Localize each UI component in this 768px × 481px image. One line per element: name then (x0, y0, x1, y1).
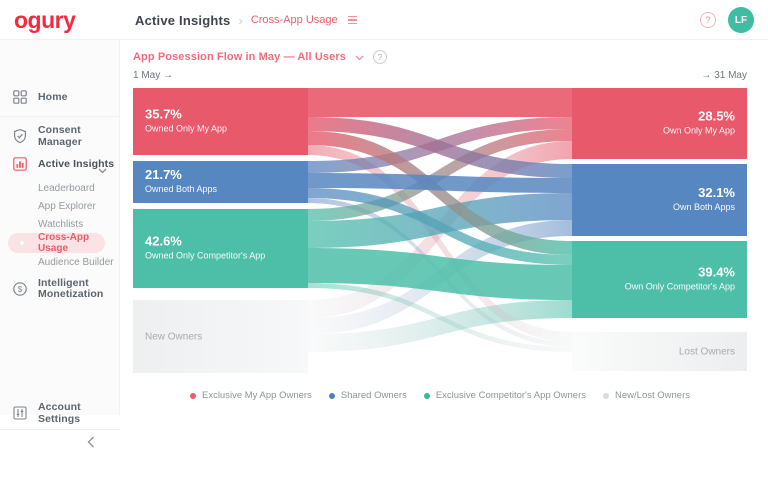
sankey-flow-owned-only-competitors-to-own-both-apps[interactable] (308, 193, 572, 248)
sidebar: Home Consent Manager Active Insights (0, 40, 120, 448)
shield-check-icon (12, 128, 28, 144)
sidebar-subitem-label: Watchlists (38, 218, 84, 230)
legend-label: Shared Owners (340, 390, 407, 401)
legend-dot-icon (423, 392, 430, 399)
legend-label: Exclusive Competitor's App Owners (435, 390, 587, 401)
sankey-node-l-teal[interactable] (133, 209, 308, 288)
sidebar-item-home[interactable]: Home (0, 87, 120, 107)
sankey-node-l-blue[interactable] (133, 161, 308, 203)
sankey-flow-owned-only-competitors-to-own-only-competitors[interactable] (308, 248, 572, 300)
svg-text:$: $ (18, 285, 23, 294)
sankey-node-r-blue[interactable] (572, 164, 747, 236)
sankey-flow-owned-both-apps-to-own-only-competitors[interactable] (308, 188, 572, 265)
sankey-node-r-lost[interactable] (572, 332, 747, 371)
sankey-flow-owned-only-competitors-to-lost-owners[interactable] (308, 283, 572, 352)
date-end-label: → 31 May (701, 70, 747, 81)
node-percentage: 42.6% (145, 234, 182, 249)
node-label: Own Both Apps (673, 202, 736, 212)
sidebar-item-cross-app-usage-active[interactable]: Cross-App Usage (8, 232, 105, 254)
chevron-down-icon[interactable] (98, 161, 107, 179)
node-percentage: 32.1% (698, 185, 735, 200)
chevron-down-icon[interactable] (355, 48, 364, 66)
node-label: Own Only Competitor's App (625, 282, 735, 292)
sidebar-item-watchlists[interactable]: Watchlists (38, 216, 83, 232)
sankey-flow-owned-only-my-app-to-own-only-competitors[interactable] (308, 131, 572, 255)
sidebar-item-consent-manager[interactable]: Consent Manager (0, 124, 120, 148)
sankey-flow-owned-both-apps-to-own-both-apps[interactable] (308, 173, 572, 193)
top-header: ogury Active Insights › Cross-App Usage … (0, 0, 768, 40)
home-grid-icon (12, 89, 28, 105)
sankey-node-l-red[interactable] (133, 88, 308, 155)
sidebar-subitem-label: Cross-App Usage (38, 232, 90, 254)
sidebar-item-label: Consent Manager (38, 124, 82, 148)
legend-dot-icon (189, 392, 196, 399)
dollar-circle-icon: $ (12, 281, 28, 297)
sidebar-item-label: Active Insights (38, 158, 115, 170)
sidebar-item-label: Home (38, 91, 68, 103)
chart-help-icon[interactable]: ? (372, 50, 387, 64)
ogury-logo[interactable]: ogury (14, 7, 76, 33)
legend-dot-icon (328, 392, 335, 399)
sidebar-item-label: Intelligent Monetization (38, 277, 104, 300)
legend-item[interactable]: Shared Owners (328, 390, 407, 401)
node-percentage: 35.7% (145, 107, 182, 122)
header-actions: ? LF (700, 0, 754, 40)
breadcrumb-separator-icon: › (238, 12, 243, 28)
sankey-flow-owned-only-my-app-to-lost-owners[interactable] (308, 145, 572, 342)
node-label: Owned Only Competitor's App (145, 251, 265, 261)
sankey-node-r-teal[interactable] (572, 241, 747, 318)
breadcrumb-current-page[interactable]: Cross-App Usage (250, 14, 338, 26)
bar-chart-icon (12, 156, 28, 172)
sidebar-item-app-explorer[interactable]: App Explorer (38, 198, 96, 214)
active-indicator-dot (20, 241, 24, 245)
node-label: Lost Owners (679, 347, 735, 358)
sankey-flow-owned-only-my-app-to-own-only-my-app[interactable] (308, 88, 572, 117)
collapse-sidebar-icon[interactable] (87, 435, 101, 449)
chart-legend: Exclusive My App Owners Shared Owners Excl… (133, 390, 747, 401)
sidebar-divider (0, 429, 120, 430)
node-label: Owned Only My App (145, 124, 227, 134)
sidebar-subitem-label: App Explorer (38, 200, 96, 212)
sidebar-item-intelligent-monetization[interactable]: $ Intelligent Monetization (0, 276, 120, 302)
legend-label: Exclusive My App Owners (201, 390, 312, 401)
node-percentage: 39.4% (698, 265, 735, 280)
breadcrumb: Active Insights › Cross-App Usage (135, 0, 357, 40)
legend-item[interactable]: New/Lost Owners (603, 390, 690, 401)
sidebar-item-audience-builder[interactable]: Audience Builder (38, 254, 114, 270)
sliders-icon (12, 405, 28, 421)
sidebar-item-label: Account Settings (38, 401, 81, 425)
breadcrumb-section[interactable]: Active Insights (135, 12, 231, 28)
chart-title-dropdown[interactable]: App Posession Flow in May — All Users (133, 51, 346, 63)
chart-header: App Posession Flow in May — All Users ? (133, 48, 387, 66)
sidebar-item-leaderboard[interactable]: Leaderboard (38, 180, 95, 196)
sankey-node-r-red[interactable] (572, 88, 747, 159)
node-label: Own Only My App (663, 126, 735, 136)
legend-label: New/Lost Owners (615, 390, 690, 401)
date-range-row: 1 May → → 31 May (133, 70, 747, 81)
sankey-flow-owned-only-competitors-to-own-only-my-app[interactable] (308, 129, 572, 221)
date-start-label: 1 May → (133, 70, 174, 81)
sankey-chart: 35.7% Owned Only My App 21.7% Owned Both Ap… (133, 88, 747, 373)
legend-item[interactable]: Exclusive Competitor's App Owners (423, 390, 587, 401)
node-percentage: 28.5% (698, 109, 735, 124)
sidebar-subitem-label: Leaderboard (38, 182, 95, 194)
legend-dot-icon (603, 392, 610, 399)
sankey-node-l-new[interactable] (133, 300, 308, 373)
page-menu-icon[interactable] (347, 15, 357, 25)
sidebar-item-account-settings[interactable]: Account Settings (0, 401, 120, 425)
sidebar-subitem-label: Audience Builder (38, 256, 114, 268)
avatar[interactable]: LF (728, 7, 754, 33)
node-label: New Owners (145, 332, 202, 343)
sidebar-divider (0, 116, 120, 117)
node-label: Owned Both Apps (145, 184, 218, 194)
legend-item[interactable]: Exclusive My App Owners (189, 390, 312, 401)
help-icon[interactable]: ? (700, 12, 716, 28)
sidebar-item-active-insights[interactable]: Active Insights (0, 154, 120, 174)
sankey-flow-owned-only-my-app-to-own-both-apps[interactable] (308, 117, 572, 178)
node-percentage: 21.7% (145, 167, 182, 182)
